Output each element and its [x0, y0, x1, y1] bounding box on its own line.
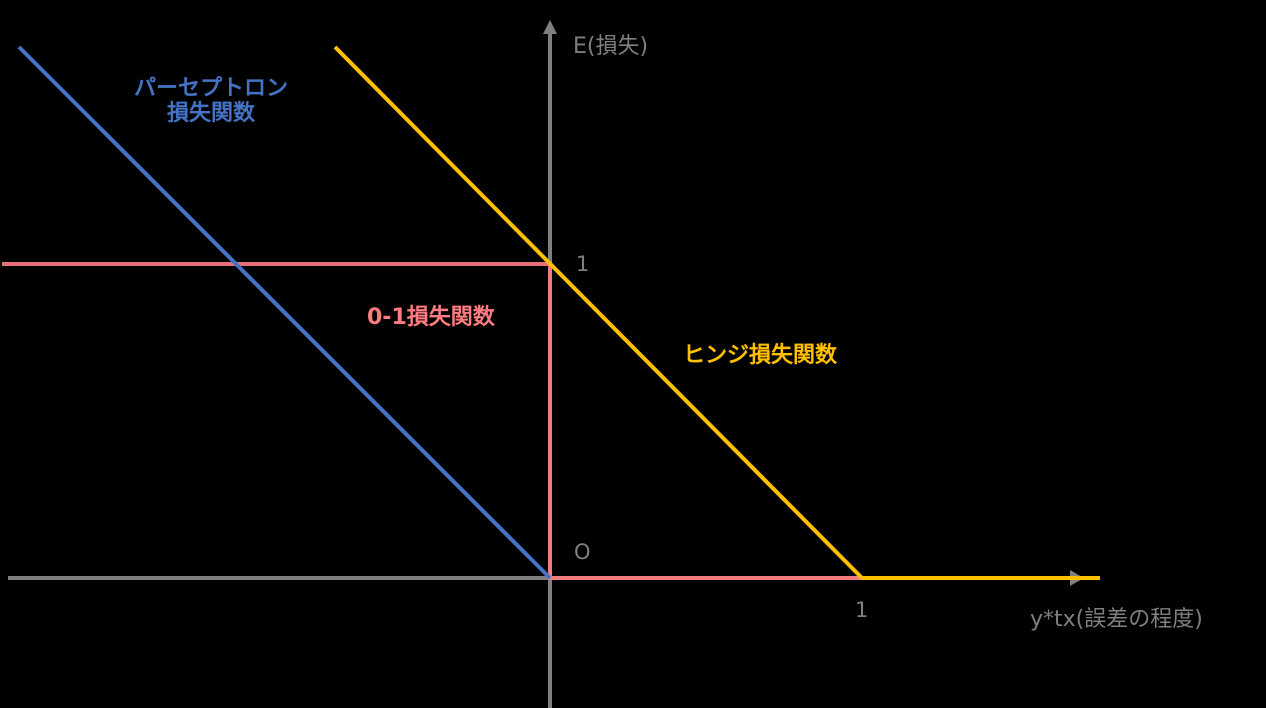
perceptron-loss-label: パーセプトロン 損失関数 — [134, 76, 288, 127]
y-axis-arrow-icon — [543, 20, 557, 34]
hinge-loss-label: ヒンジ損失関数 — [683, 343, 838, 368]
perceptron-loss-line — [17, 45, 552, 580]
origin-label: O — [574, 540, 591, 564]
zero-one-loss-label: 0-1損失関数 — [367, 305, 495, 330]
perceptron-label-line1: パーセプトロン — [134, 76, 289, 101]
x-axis-label: y*tx(誤差の程度) — [1030, 607, 1203, 632]
x-tick-1-label: 1 — [855, 598, 869, 622]
y-axis-label: E(損失) — [573, 34, 649, 59]
perceptron-label-line2: 損失関数 — [167, 101, 256, 127]
zero-one-loss-line — [2, 262, 862, 580]
y-tick-1-label: 1 — [576, 252, 590, 276]
hinge-loss-line — [333, 45, 1100, 580]
